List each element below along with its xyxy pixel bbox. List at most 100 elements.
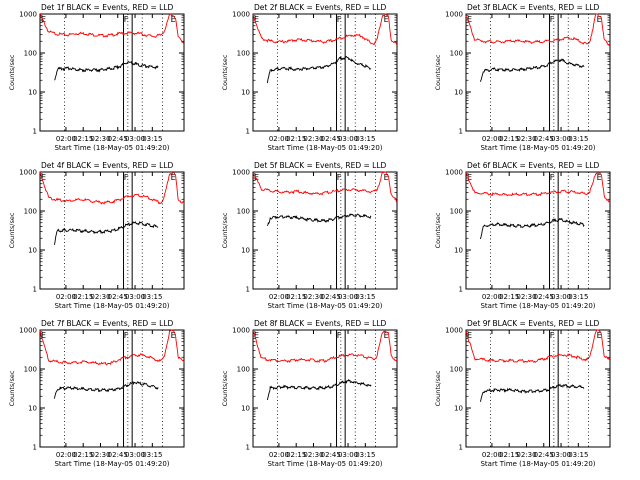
y-tick-label: 10 [28,89,37,97]
plot-frame [252,171,398,290]
y-tick-label: 100 [237,50,250,58]
lld-series-line [252,330,398,363]
y-tick-label: 10 [454,247,463,255]
events-series-line [479,217,585,240]
marker-label: E [597,331,602,340]
y-tick-label: 1000 [19,11,37,19]
plot-frame [252,13,398,132]
x-tick-label: 02:15 [73,293,93,301]
x-tick-label: 02:15 [286,451,306,459]
marker-label: E [41,15,46,24]
x-tick-label: 03:00 [125,293,145,301]
y-tick-label: 10 [241,89,250,97]
x-axis-label: Start Time (18-May-05 01:49:20) [480,302,595,310]
marker-label: E [384,15,389,24]
x-tick-label: 02:30 [303,135,323,143]
lld-series-line [465,13,611,47]
x-tick-label: 02:30 [90,451,110,459]
x-tick-label: 02:15 [286,135,306,143]
x-tick-label: 03:00 [551,135,571,143]
marker-label: E [597,173,602,182]
x-axis-label: Start Time (18-May-05 01:49:20) [267,460,382,468]
x-tick-label: 03:15 [355,451,375,459]
marker-label: E [384,173,389,182]
y-axis-label: Counts/sec [434,212,442,248]
y-tick-label: 1 [246,286,250,294]
x-axis-label: Start Time (18-May-05 01:49:20) [480,460,595,468]
detector-panel-3: Det 3f BLACK = Events, RED = LLD 1 10 100 10… [434,3,611,152]
x-tick-label: 02:15 [286,293,306,301]
events-series-line [479,58,585,82]
y-tick-label: 100 [24,208,37,216]
marker-label: F [550,173,555,182]
panel-title: Det 8f BLACK = Events, RED = LLD [254,319,387,328]
marker-label: F [124,15,129,24]
panel-title: Det 6f BLACK = Events, RED = LLD [467,161,600,170]
x-tick-label: 03:15 [142,293,162,301]
y-axis-label: Counts/sec [8,212,16,248]
x-tick-label: 03:00 [338,293,358,301]
lld-series-line [465,329,611,364]
y-tick-label: 1 [459,286,463,294]
x-axis-label: Start Time (18-May-05 01:49:20) [54,302,169,310]
x-tick-label: 02:00 [482,451,502,459]
y-tick-label: 100 [24,366,37,374]
x-tick-label: 03:00 [551,451,571,459]
detector-panel-6: Det 6f BLACK = Events, RED = LLD 1 10 100 10… [434,161,611,310]
y-tick-label: 10 [241,405,250,413]
x-tick-label: 03:15 [568,135,588,143]
x-tick-label: 02:45 [321,293,341,301]
x-tick-label: 02:45 [534,451,554,459]
y-tick-label: 1000 [19,327,37,335]
detector-panel-9: Det 9f BLACK = Events, RED = LLD 1 10 100 10… [434,319,611,468]
marker-label: E [254,173,259,182]
y-tick-label: 100 [24,50,37,58]
x-tick-label: 03:15 [142,135,162,143]
y-tick-label: 10 [241,247,250,255]
panel-title: Det 7f BLACK = Events, RED = LLD [41,319,174,328]
plot-frame [465,171,611,290]
x-tick-label: 02:45 [534,293,554,301]
y-tick-label: 1 [33,128,37,136]
x-axis-label: Start Time (18-May-05 01:49:20) [54,460,169,468]
x-tick-label: 03:15 [355,293,375,301]
lld-series-line [39,329,185,366]
y-tick-label: 10 [454,89,463,97]
x-tick-label: 02:00 [269,135,289,143]
x-tick-label: 03:15 [568,451,588,459]
x-tick-label: 03:15 [568,293,588,301]
panel-title: Det 1f BLACK = Events, RED = LLD [41,3,174,12]
events-series-line [266,55,372,84]
x-tick-label: 03:15 [355,135,375,143]
x-tick-label: 03:00 [338,451,358,459]
lld-series-line [252,171,398,203]
x-tick-label: 02:15 [73,451,93,459]
x-tick-label: 03:00 [125,451,145,459]
y-tick-label: 1000 [232,327,250,335]
x-tick-label: 02:00 [269,451,289,459]
marker-label: E [254,15,259,24]
marker-label: F [337,331,342,340]
x-tick-label: 02:00 [56,293,76,301]
lld-series-line [39,171,185,205]
marker-label: E [467,15,472,24]
x-tick-label: 02:30 [516,293,536,301]
panel-title: Det 9f BLACK = Events, RED = LLD [467,319,600,328]
x-tick-label: 02:30 [516,135,536,143]
events-series-line [53,381,159,399]
lld-series-line [40,13,185,44]
events-series-line [267,213,372,227]
x-axis-label: Start Time (18-May-05 01:49:20) [267,144,382,152]
x-tick-label: 02:00 [482,135,502,143]
detector-panel-4: Det 4f BLACK = Events, RED = LLD 1 10 100 10… [8,161,185,310]
y-axis-label: Counts/sec [434,370,442,406]
events-series-line [266,378,372,401]
y-axis-label: Counts/sec [221,54,229,90]
marker-label: E [171,15,176,24]
x-tick-label: 03:00 [338,135,358,143]
x-tick-label: 02:15 [499,135,519,143]
y-tick-label: 1 [459,444,463,452]
y-axis-label: Counts/sec [434,54,442,90]
events-series-line [54,61,159,81]
